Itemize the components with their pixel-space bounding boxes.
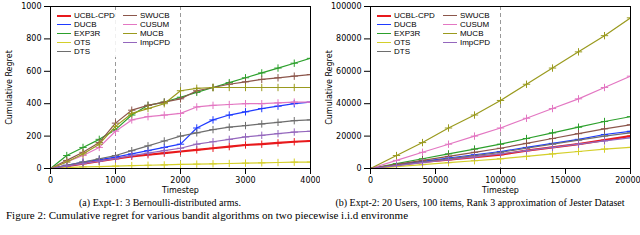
svg-text:600: 600 bbox=[26, 67, 41, 76]
html-text:DTS: DTS bbox=[394, 47, 410, 56]
html-text:OTS: OTS bbox=[394, 38, 411, 47]
svg-text:3000: 3000 bbox=[235, 176, 255, 185]
svg-text:20000: 20000 bbox=[336, 132, 361, 141]
html-text:(b) Expt-2: 20 Users, 100 item: (b) Expt-2: 20 Users, 100 items, Rank 3 … bbox=[335, 197, 625, 208]
svg-text:80000: 80000 bbox=[336, 34, 361, 43]
html-text:(a) Expt-1: 3 Bernoulli-distri: (a) Expt-1: 3 Bernoulli-distributed arms… bbox=[79, 197, 241, 208]
html-text:ImpCPD: ImpCPD bbox=[139, 38, 171, 47]
svg-text:200: 200 bbox=[26, 132, 41, 141]
svg-text:Cumulative Regret: Cumulative Regret bbox=[5, 50, 14, 125]
html-text:UCBL-CPD: UCBL-CPD bbox=[394, 11, 435, 20]
html-text:CUSUM: CUSUM bbox=[139, 20, 170, 29]
html-text:MUCB: MUCB bbox=[459, 29, 484, 38]
html-text:EXP3R: EXP3R bbox=[394, 29, 421, 38]
svg-text:0: 0 bbox=[356, 164, 361, 173]
svg-text:Timestep: Timestep bbox=[481, 186, 519, 195]
svg-text:40000: 40000 bbox=[336, 99, 361, 108]
svg-text:100000: 100000 bbox=[331, 2, 362, 11]
svg-text:4000: 4000 bbox=[300, 176, 320, 185]
svg-text:800: 800 bbox=[26, 34, 41, 43]
html-text:MUCB: MUCB bbox=[139, 29, 164, 38]
html-text:EXP3R: EXP3R bbox=[74, 29, 101, 38]
html-text:OTS: OTS bbox=[74, 38, 91, 47]
html-text:UCBL-CPD: UCBL-CPD bbox=[74, 11, 115, 20]
html-text:DTS: DTS bbox=[74, 47, 90, 56]
svg-text:0: 0 bbox=[368, 176, 373, 185]
svg-text:100000: 100000 bbox=[485, 176, 516, 185]
svg-text:2000: 2000 bbox=[170, 176, 190, 185]
svg-text:Timestep: Timestep bbox=[161, 186, 199, 195]
html-text:SWUCB: SWUCB bbox=[139, 11, 170, 20]
svg-text:200000: 200000 bbox=[615, 176, 640, 185]
svg-text:400: 400 bbox=[26, 99, 41, 108]
svg-text:0: 0 bbox=[36, 164, 41, 173]
svg-text:0: 0 bbox=[48, 176, 53, 185]
html-text:Figure 2: Cumulative regret fo: Figure 2: Cumulative regret for various … bbox=[6, 209, 408, 221]
html-text:CUSUM: CUSUM bbox=[459, 20, 490, 29]
svg-text:50000: 50000 bbox=[423, 176, 448, 185]
svg-text:150000: 150000 bbox=[550, 176, 581, 185]
html-text:SWUCB: SWUCB bbox=[459, 11, 490, 20]
svg-text:1000: 1000 bbox=[21, 2, 41, 11]
html-text:DUCB: DUCB bbox=[394, 20, 417, 29]
svg-text:60000: 60000 bbox=[336, 67, 361, 76]
svg-text:Cumulative Regret: Cumulative Regret bbox=[325, 50, 334, 125]
html-text:DUCB: DUCB bbox=[74, 20, 97, 29]
svg-text:1000: 1000 bbox=[105, 176, 125, 185]
html-text:ImpCPD: ImpCPD bbox=[459, 38, 491, 47]
